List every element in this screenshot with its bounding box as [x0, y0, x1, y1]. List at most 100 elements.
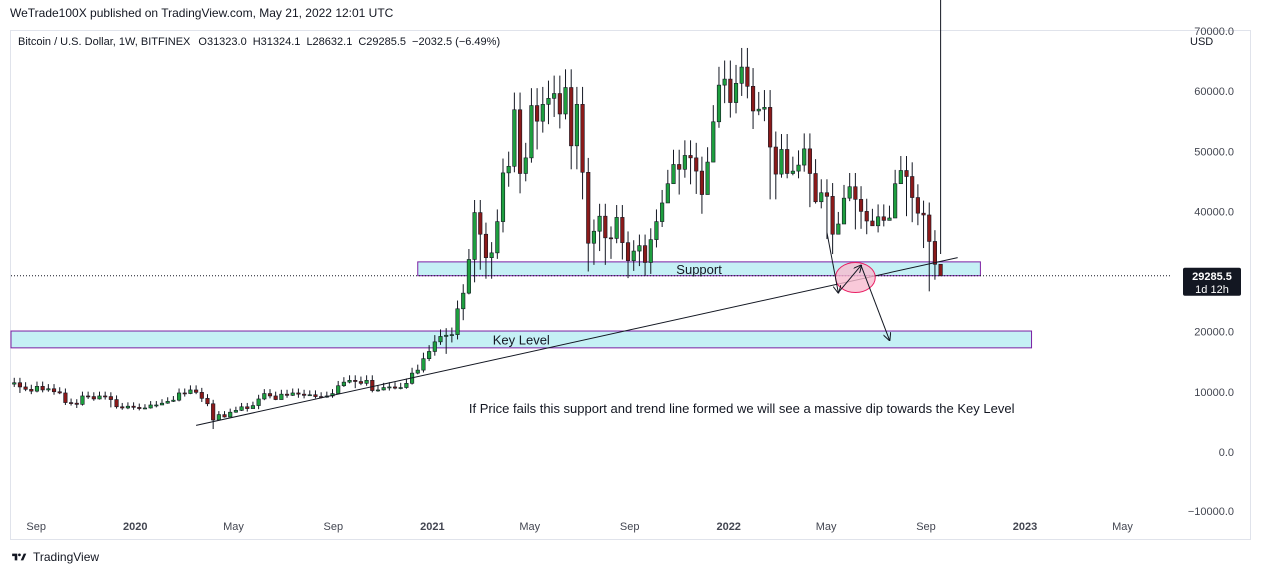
candle	[466, 249, 471, 295]
candle-body	[938, 263, 943, 277]
candle-body	[785, 149, 790, 174]
x-tick-label: 2020	[123, 521, 147, 533]
candle-body	[887, 217, 892, 221]
candle	[478, 200, 483, 270]
candle-body	[176, 392, 182, 401]
candle-body	[40, 386, 45, 391]
candles-layer	[12, 0, 943, 430]
candle	[284, 389, 290, 398]
x-tick-label: Sep	[620, 521, 640, 533]
candle-body	[864, 211, 869, 222]
chart-frame	[10, 30, 1251, 540]
candle-body	[256, 398, 261, 406]
candle	[694, 142, 699, 194]
candle	[745, 47, 750, 99]
candle	[790, 156, 795, 176]
candle	[432, 335, 437, 356]
y-tick-label: 10000.0	[1194, 387, 1234, 399]
candle-body	[273, 395, 278, 400]
ohlc-change: −2032.5 (−6.49%)	[412, 36, 500, 48]
x-tick-label: May	[223, 521, 244, 533]
candle	[898, 156, 903, 185]
candle-body	[205, 398, 210, 405]
candle-body	[881, 216, 886, 221]
candle	[779, 134, 784, 178]
candle-body	[813, 173, 818, 203]
candle	[586, 157, 591, 272]
candle-body	[228, 411, 233, 418]
candle	[506, 151, 511, 187]
candle	[131, 402, 136, 410]
candle	[500, 158, 506, 233]
candle	[188, 385, 193, 395]
candle	[69, 398, 74, 406]
candle-body	[97, 395, 102, 400]
candle	[125, 402, 130, 410]
candle	[46, 384, 51, 392]
candle-body	[114, 399, 119, 408]
candle	[205, 394, 210, 407]
candle-body	[284, 393, 290, 396]
candle-body	[648, 239, 653, 263]
candle	[904, 156, 909, 217]
candle	[279, 389, 284, 400]
candle	[529, 88, 534, 163]
candle-body	[802, 148, 807, 166]
candle	[262, 389, 267, 401]
candle	[830, 183, 835, 255]
candle	[148, 401, 153, 409]
candle	[358, 376, 363, 386]
candle-body	[870, 220, 875, 227]
candle-body	[569, 87, 574, 147]
x-tick-label: Sep	[916, 521, 936, 533]
candle-body	[103, 395, 108, 398]
candle-body	[165, 401, 170, 404]
candle	[705, 147, 710, 195]
candle-body	[699, 170, 704, 195]
candle	[574, 86, 579, 170]
candle	[932, 230, 937, 280]
candle-body	[830, 196, 835, 235]
symbol-title: Bitcoin / U.S. Dollar, 1W, BITFINEX	[18, 36, 191, 48]
candle	[472, 200, 477, 283]
candle	[336, 380, 341, 395]
candle-body	[120, 406, 125, 409]
candle	[461, 284, 466, 321]
candle-body	[790, 170, 795, 174]
current-price-bg	[1183, 267, 1241, 296]
candle-body	[580, 104, 585, 173]
candle-body	[455, 308, 460, 335]
x-tick-label: 2023	[1013, 521, 1037, 533]
chart-title: Bitcoin / U.S. Dollar, 1W, BITFINEX O3132…	[18, 36, 500, 48]
candle-body	[159, 402, 165, 406]
candle-body	[86, 395, 91, 398]
candle	[103, 391, 108, 400]
x-tick-label: Sep	[26, 521, 46, 533]
candle-body	[915, 197, 920, 214]
candle	[216, 411, 221, 421]
candle	[637, 234, 642, 267]
candle-body	[733, 83, 739, 103]
candle	[881, 204, 886, 227]
candle-body	[586, 171, 591, 244]
publish-line: WeTrade100X published on TradingView.com…	[10, 6, 394, 20]
candle	[91, 392, 96, 401]
tradingview-logo-icon	[12, 553, 27, 561]
candle	[739, 47, 744, 96]
footer-brand-label: TradingView	[33, 550, 100, 564]
candle	[921, 200, 926, 249]
candle-body	[688, 155, 693, 159]
candle	[194, 385, 199, 395]
candle	[614, 205, 619, 244]
candle-body	[819, 192, 824, 203]
candle	[165, 397, 170, 404]
candle-body	[512, 109, 517, 167]
axes-layer: 70000.060000.050000.040000.030000.020000…	[26, 26, 1241, 533]
candle-body	[302, 393, 307, 396]
candle	[535, 88, 540, 150]
candle-body	[643, 245, 648, 263]
candle-body	[483, 233, 489, 258]
x-tick-label: May	[816, 521, 837, 533]
footer-brand[interactable]: TradingView	[10, 550, 99, 564]
